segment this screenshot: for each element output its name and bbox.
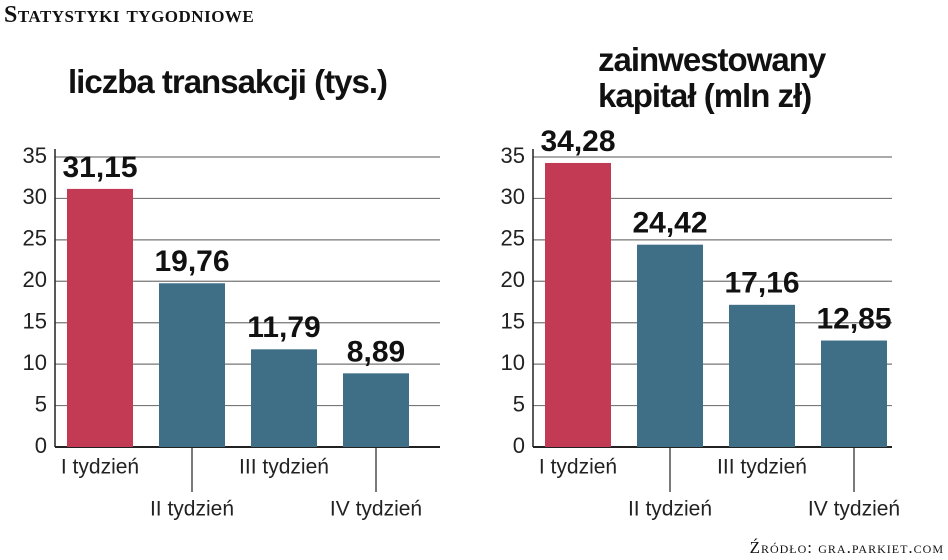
chart-title: liczba transakcji (tys.) <box>68 63 388 100</box>
x-tick-label: IV tydzień <box>808 498 900 521</box>
y-tick-label: 0 <box>513 433 525 458</box>
y-tick-label: 30 <box>501 184 525 209</box>
x-tick-label: IV tydzień <box>330 498 422 521</box>
value-label: 19,76 <box>154 245 229 278</box>
value-label: 24,42 <box>632 207 707 240</box>
bar <box>251 349 317 447</box>
bar <box>159 283 225 447</box>
bar <box>729 304 795 447</box>
chart-title: zainwestowany kapitał (mln zł) <box>598 41 826 114</box>
x-tick-label: I tydzień <box>539 456 617 479</box>
y-tick-label: 15 <box>23 309 47 334</box>
source: Źródło: gra.parkiet.com <box>749 538 944 557</box>
bar <box>67 188 133 447</box>
y-tick-label: 10 <box>23 350 47 375</box>
y-tick-label: 10 <box>501 350 525 375</box>
charts: 0 5 10 15 20 25 30 35 I tydzień 31,15 II tydzień 19… <box>23 125 901 521</box>
y-tick-label: 15 <box>501 309 525 334</box>
value-label: 17,16 <box>724 267 799 300</box>
y-tick-label: 25 <box>501 226 525 251</box>
y-tick-label: 5 <box>513 391 525 416</box>
x-tick-label: III tydzień <box>239 456 329 479</box>
y-tick-label: 35 <box>23 143 47 168</box>
bar <box>821 340 887 447</box>
y-tick-label: 5 <box>35 391 47 416</box>
value-label: 12,85 <box>816 302 891 335</box>
bar <box>637 244 703 447</box>
y-tick-label: 25 <box>23 226 47 251</box>
value-label: 8,89 <box>347 335 405 368</box>
y-tick-label: 0 <box>35 433 47 458</box>
y-tick-label: 20 <box>501 267 525 292</box>
y-tick-label: 35 <box>501 143 525 168</box>
bar <box>343 373 409 447</box>
bar <box>545 162 611 448</box>
page-title: Statystyki tygodniowe <box>4 2 255 28</box>
x-tick-label: II tydzień <box>150 498 234 521</box>
value-label: 34,28 <box>540 125 615 158</box>
y-tick-label: 20 <box>23 267 47 292</box>
value-label: 31,15 <box>62 151 137 184</box>
value-label: 11,79 <box>247 311 320 344</box>
x-tick-label: II tydzień <box>628 498 712 521</box>
x-tick-label: III tydzień <box>717 456 807 479</box>
y-tick-label: 30 <box>23 184 47 209</box>
x-tick-label: I tydzień <box>61 456 139 479</box>
